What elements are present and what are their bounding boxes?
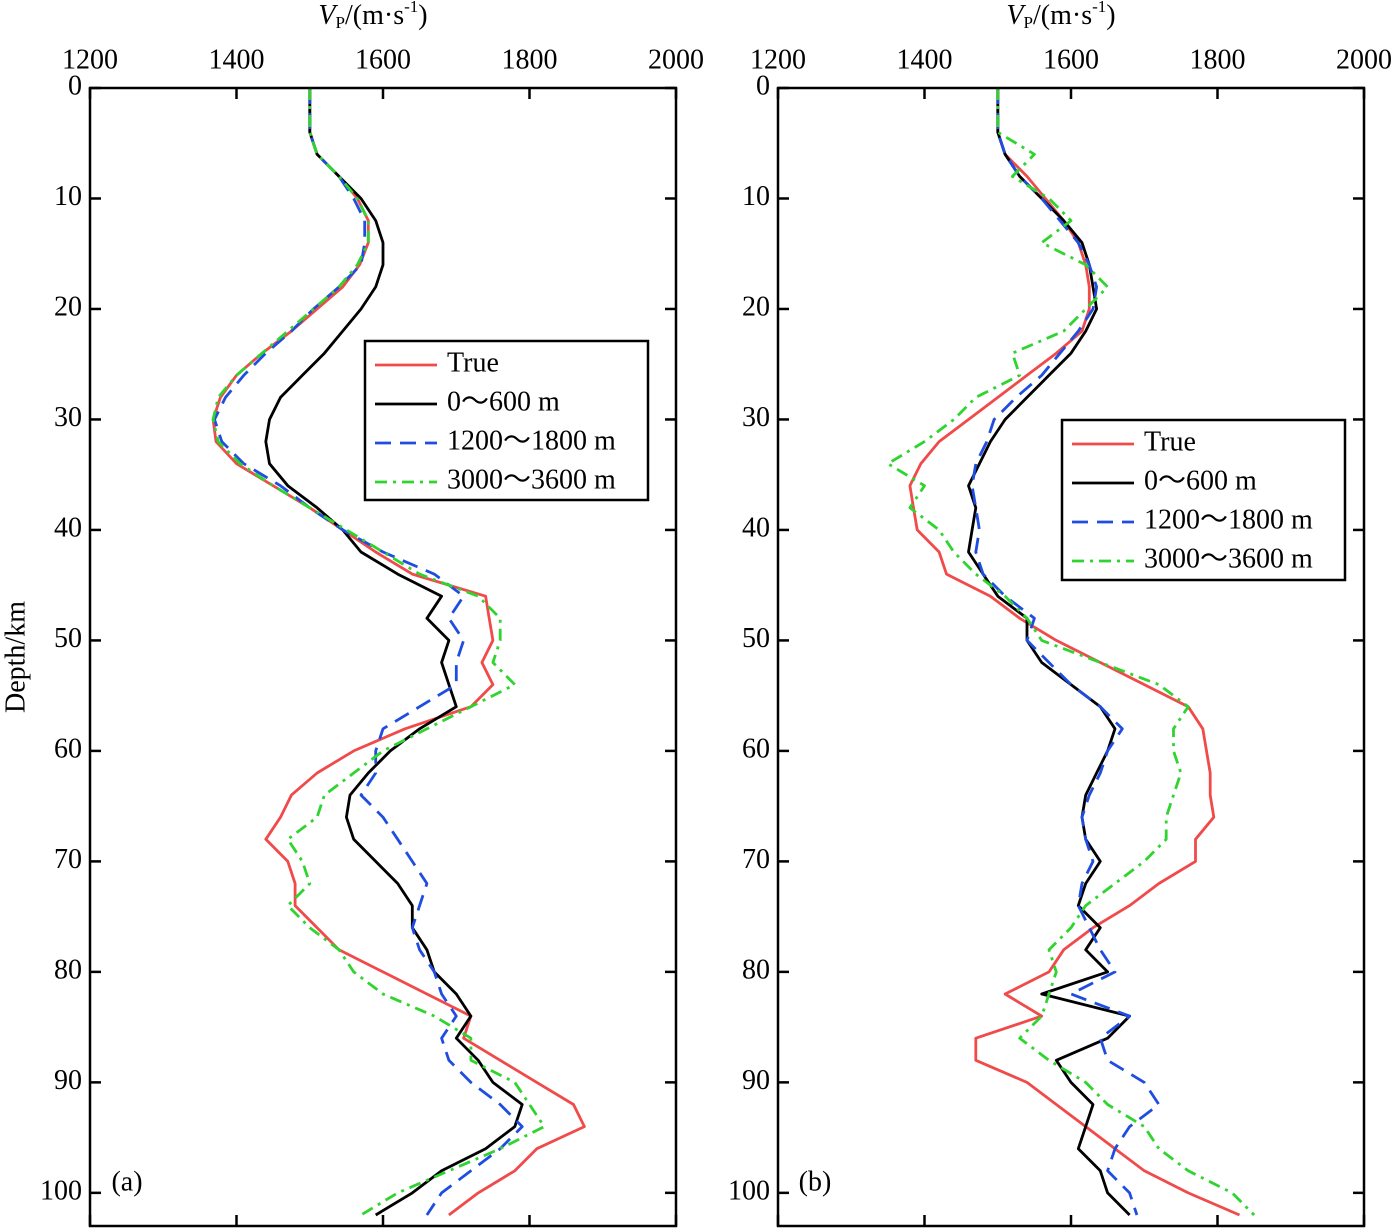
y-tick-label: 30 [742, 402, 770, 433]
legend-label: True [1144, 426, 1196, 457]
y-axis-label: Depth/km [0, 601, 31, 713]
series-line [211, 88, 586, 1217]
y-tick-label: 50 [54, 623, 82, 654]
legend-label: 1200～1800 m [1144, 504, 1313, 535]
y-tick-label: 20 [742, 291, 770, 322]
x-tick-label: 1200 [750, 44, 806, 75]
x-tick-label: 1600 [1043, 44, 1099, 75]
y-tick-label: 100 [40, 1175, 82, 1206]
legend-label: 3000～3600 m [1144, 543, 1313, 574]
x-axis-label-part: P [336, 13, 345, 32]
x-axis-label-part: -1 [404, 0, 418, 16]
x-axis-label-part: P [1024, 13, 1033, 32]
y-tick-label: 30 [54, 402, 82, 433]
y-tick-label: 90 [54, 1065, 82, 1096]
y-tick-label: 60 [54, 733, 82, 764]
y-tick-label: 70 [742, 844, 770, 875]
y-tick-label: 100 [728, 1175, 770, 1206]
x-tick-label: 1800 [502, 44, 558, 75]
x-tick-label: 1400 [209, 44, 265, 75]
series-line [886, 88, 1256, 1216]
panel-label: (b) [799, 1166, 832, 1197]
y-tick-label: 90 [742, 1065, 770, 1096]
x-axis-label: VP/(m·s-1) [1006, 0, 1115, 32]
x-tick-label: 2000 [1336, 44, 1392, 75]
plot-lines [886, 88, 1256, 1217]
series-line [213, 88, 524, 1216]
x-tick-label: 1800 [1190, 44, 1246, 75]
legend-label: 3000～3600 m [447, 464, 616, 495]
series-line [211, 88, 546, 1217]
x-axis-label-part: V [318, 0, 338, 31]
series-line [264, 88, 524, 1217]
x-axis-label-part: ) [1106, 0, 1115, 31]
y-tick-label: 10 [742, 181, 770, 212]
legend-label: 0～600 m [1144, 465, 1257, 496]
x-axis-label-part: /(m·s [345, 0, 404, 31]
y-tick-label: 70 [54, 844, 82, 875]
y-tick-label: 40 [54, 512, 82, 543]
x-axis-label-part: ) [418, 0, 427, 31]
series-line [970, 88, 1161, 1216]
x-axis-label-part: -1 [1092, 0, 1106, 16]
y-tick-label: 10 [54, 181, 82, 212]
legend-box [363, 339, 650, 502]
y-tick-label: 60 [742, 733, 770, 764]
legend-label: 0～600 m [447, 386, 560, 417]
plot-frame [88, 86, 678, 1228]
series-line [908, 88, 1241, 1217]
legend-box [1060, 418, 1347, 582]
y-tick-label: 0 [756, 70, 770, 101]
x-tick-label: 1200 [62, 44, 118, 75]
x-tick-label: 1400 [897, 44, 953, 75]
x-tick-label: 2000 [648, 44, 704, 75]
series-line [967, 88, 1131, 1216]
y-tick-label: 80 [742, 954, 770, 985]
y-tick-label: 20 [54, 291, 82, 322]
x-axis-label-part: V [1006, 0, 1026, 31]
x-axis-label: VP/(m·s-1) [318, 0, 427, 32]
y-tick-label: 80 [54, 954, 82, 985]
x-tick-label: 1600 [355, 44, 411, 75]
legend-label: True [447, 347, 499, 378]
panel-label: (a) [111, 1166, 142, 1197]
y-tick-label: 40 [742, 512, 770, 543]
x-axis-label-part: /(m·s [1033, 0, 1092, 31]
y-tick-label: 0 [68, 70, 82, 101]
legend-label: 1200～1800 m [447, 425, 616, 456]
plot-lines [211, 88, 586, 1217]
plot-frame [776, 86, 1366, 1228]
y-tick-label: 50 [742, 623, 770, 654]
